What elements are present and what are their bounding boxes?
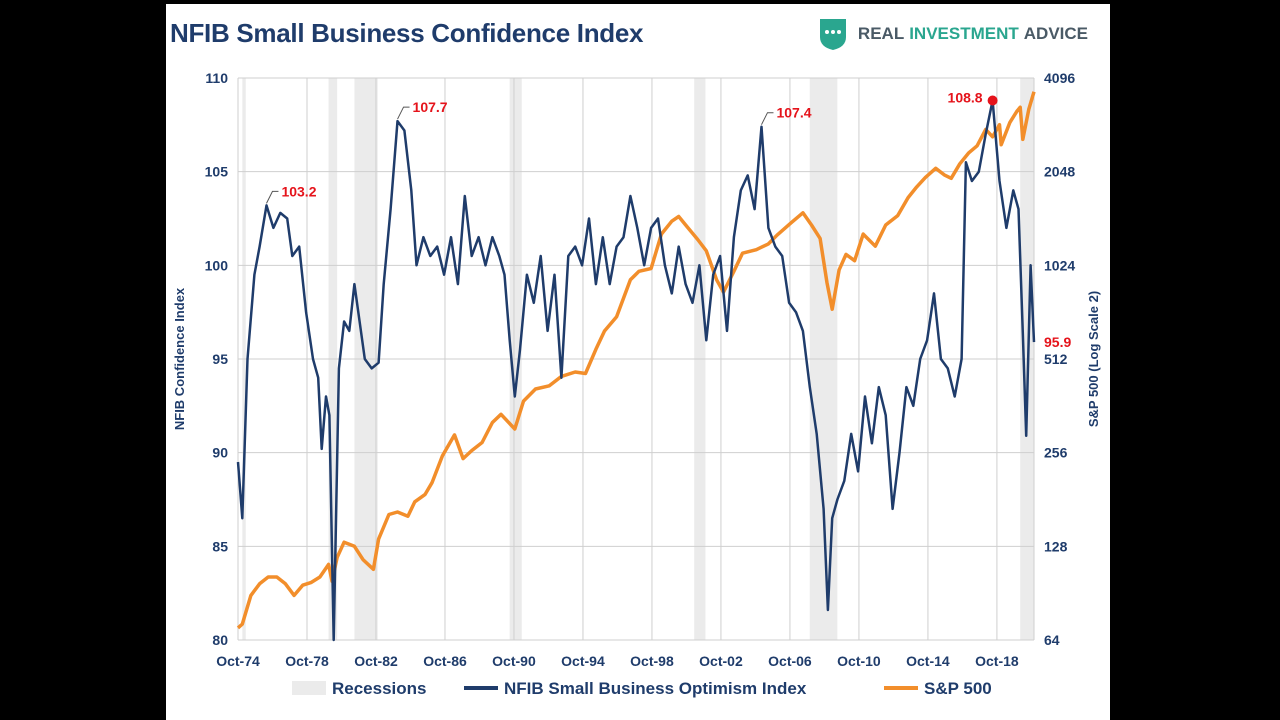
y-axis-title: NFIB Confidence Index [172,287,187,430]
left-axis-ticks: 80 85 90 95 100 105 110 [205,70,229,648]
legend: Recessions NFIB Small Business Optimism I… [292,679,992,698]
x-tick-label: Oct-10 [837,653,881,669]
x-tick-label: Oct-98 [630,653,674,669]
nfib-line [236,99,1036,642]
latest-value-label: 95.9 [1044,334,1071,350]
y2-tick-label: 4096 [1044,70,1075,86]
brand-word-real: REAL [857,24,905,43]
y2-tick-label: 128 [1044,538,1068,554]
annotation-label: 103.2 [281,183,316,199]
y-tick-label: 80 [212,632,228,648]
x-axis-ticks: Oct-74 Oct-78 Oct-82 Oct-86 Oct-90 Oct-94 Oct-… [216,653,1019,669]
y2-axis-title: S&P 500 (Log Scale 2) [1086,291,1101,427]
y2-tick-label: 1024 [1044,257,1075,273]
y2-tick-label: 2048 [1044,164,1075,180]
legend-label: Recessions [332,679,427,698]
x-tick-label: Oct-90 [492,653,536,669]
x-tick-label: Oct-78 [285,653,329,669]
annotations: 103.2 107.7 107.4 108.8 95.9 [266,89,1071,350]
x-tick-label: Oct-86 [423,653,467,669]
y2-tick-label: 64 [1044,632,1060,648]
y-tick-label: 100 [205,257,229,273]
y-tick-label: 90 [212,445,228,461]
annotation-label: 107.4 [776,105,811,121]
chart-title: NFIB Small Business Confidence Index [170,18,644,48]
annotation-label: 107.7 [413,99,448,115]
right-axis-ticks: 64 128 256 512 1024 2048 4096 [1044,70,1075,648]
y-tick-label: 95 [212,351,228,367]
brand-word-advice: ADVICE [1023,24,1088,43]
x-tick-label: Oct-06 [768,653,812,669]
series-lines [236,91,1036,642]
brand-word-investment: INVESTMENT [909,24,1019,43]
y-tick-label: 105 [205,164,229,180]
x-tick-label: Oct-14 [906,653,950,669]
legend-label: NFIB Small Business Optimism Index [504,679,807,698]
peak-marker [987,95,998,106]
brand-logo: REAL INVESTMENT ADVICE [818,17,1088,51]
x-tick-label: Oct-02 [699,653,743,669]
legend-label: S&P 500 [924,679,992,698]
y2-tick-label: 512 [1044,351,1068,367]
sp500-line [236,91,1036,630]
annotation-leader [397,106,410,120]
x-tick-label: Oct-82 [354,653,398,669]
y2-tick-label: 256 [1044,445,1068,461]
annotation-leader [266,190,279,204]
x-tick-label: Oct-74 [216,653,260,669]
legend-swatch-recessions [292,681,326,695]
x-tick-label: Oct-94 [561,653,605,669]
chart-svg: 80 85 90 95 100 105 110 64 128 256 512 1024 2048 409… [172,70,1101,698]
annotation-leader [761,112,774,125]
chart-panel: NFIB Small Business Confidence Index REA… [166,4,1110,720]
x-tick-label: Oct-18 [975,653,1019,669]
y-tick-label: 110 [205,70,228,86]
annotation-label: 108.8 [948,89,983,105]
y-tick-label: 85 [212,538,228,554]
shield-chat-icon [819,19,846,50]
